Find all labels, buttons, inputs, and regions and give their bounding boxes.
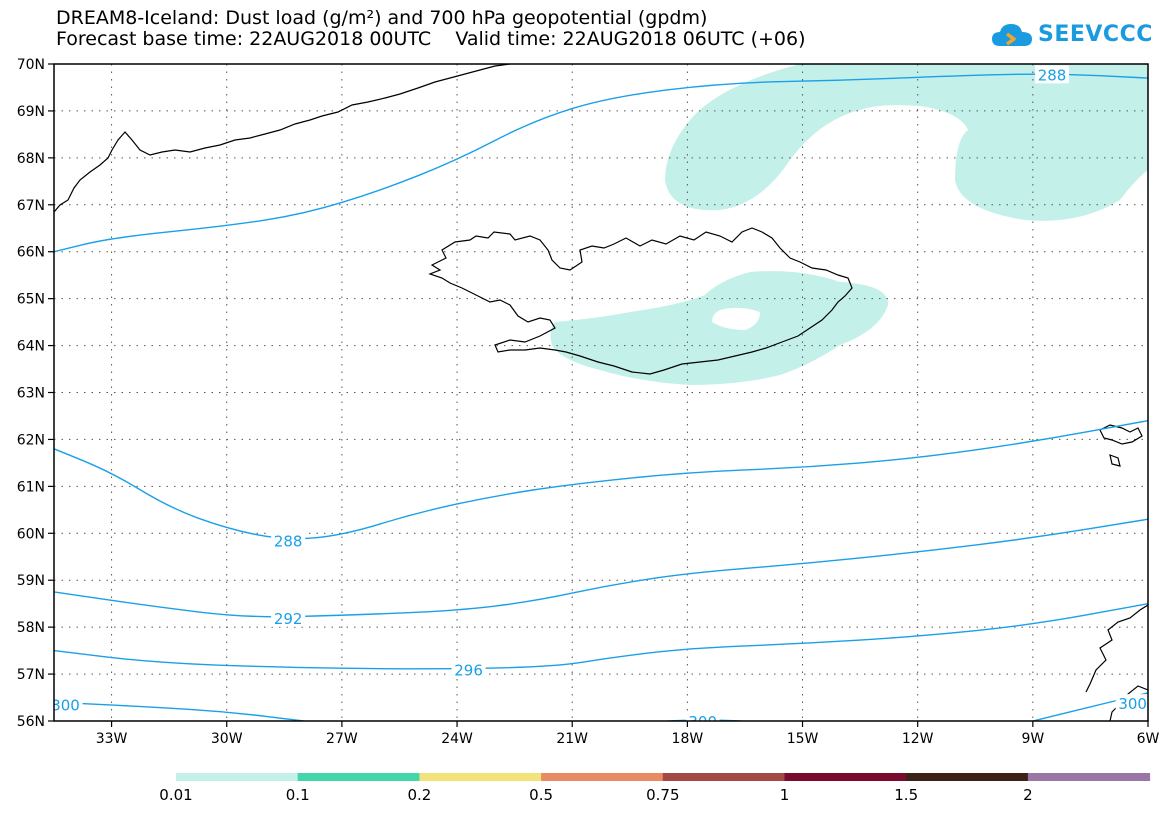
lat-tick-label: 67N: [17, 198, 45, 214]
contour-line-296: [54, 602, 1148, 670]
lon-tick-label: 30W: [211, 731, 243, 747]
lon-tick-label: 12W: [902, 731, 934, 747]
colorbar-label: 1.5: [894, 786, 918, 804]
contour-label-bg: [1035, 65, 1070, 84]
lon-tick-label: 9W: [1021, 731, 1044, 747]
contour-label: 300: [51, 697, 80, 715]
contour-label-bg: [271, 531, 306, 550]
colorbar-label: 2: [1023, 786, 1033, 804]
colorbar-label: 0.5: [529, 786, 553, 804]
lat-tick-label: 68N: [17, 151, 45, 167]
contour-label: 292: [274, 610, 303, 628]
contour-line-288: [54, 419, 1148, 540]
lon-tick-label: 6W: [1137, 731, 1160, 747]
colorbar-segment: [906, 773, 1029, 781]
lon-tick-label: 33W: [96, 731, 128, 747]
cloud-icon: [992, 24, 1032, 46]
dust-area-iceland: [550, 271, 889, 385]
lat-tick-label: 61N: [17, 479, 45, 495]
contour-label-bg: [54, 695, 83, 714]
colorbar-segment: [297, 773, 420, 781]
colorbar: 0.01 0.1 0.2 0.5 0.75 1 1.5 2: [159, 773, 1151, 804]
lon-tick-label: 27W: [326, 731, 358, 747]
axis-ticks: 33W 30W 27W 24W 21W 18W 15W 12W 9W 6W 70N 69N 68N 67N…: [17, 57, 1160, 747]
map-title: DREAM8-Iceland: Dust load (g/m²) and 700…: [56, 8, 806, 50]
contour-label: 288: [274, 532, 303, 550]
contour-line-288: [54, 73, 1148, 253]
geopotential-contours: 288 288 292 296 300 300 300: [51, 65, 1148, 731]
lat-tick-label: 58N: [17, 620, 45, 636]
contour-label-bg: [271, 608, 306, 627]
contour-label: 300: [1118, 695, 1147, 713]
contour-line-292: [54, 518, 1148, 618]
faroe-islands-coastline: [1099, 424, 1143, 467]
contour-label: 288: [1038, 66, 1067, 84]
lat-tick-label: 66N: [17, 245, 45, 261]
contour-label-bg: [685, 712, 720, 721]
seevccc-logo: SEEVCCC: [990, 20, 1153, 48]
lat-tick-label: 70N: [17, 57, 45, 73]
colorbar-segment: [662, 773, 785, 781]
colorbar-segment: [176, 773, 299, 781]
colorbar-label: 0.01: [159, 786, 192, 804]
dust-load-shading: [550, 64, 1148, 385]
contour-label: 300: [688, 713, 717, 731]
title-line-2: Forecast base time: 22AUG2018 00UTC Vali…: [56, 28, 806, 50]
lat-tick-label: 65N: [17, 292, 45, 308]
lat-tick-label: 59N: [17, 573, 45, 589]
lon-tick-label: 15W: [787, 731, 819, 747]
lat-tick-label: 60N: [17, 526, 45, 542]
colorbar-segment: [1027, 773, 1151, 781]
lat-tick-label: 64N: [17, 339, 45, 355]
clear-area-iceland: [712, 307, 760, 330]
logo-text: SEEVCCC: [1038, 21, 1153, 47]
colorbar-label: 0.2: [407, 786, 431, 804]
lat-tick-label: 69N: [17, 104, 45, 120]
colorbar-segment: [541, 773, 664, 781]
lon-tick-label: 18W: [672, 731, 704, 747]
contour-label-bg: [1115, 694, 1148, 713]
greenland-coastline: [54, 64, 511, 213]
lat-tick-label: 57N: [17, 667, 45, 683]
lon-tick-label: 24W: [441, 731, 473, 747]
lon-tick-label: 21W: [556, 731, 588, 747]
title-line-1: DREAM8-Iceland: Dust load (g/m²) and 700…: [56, 7, 708, 29]
lat-tick-label: 56N: [17, 714, 45, 730]
colorbar-segment: [419, 773, 542, 781]
colorbar-label: 0.1: [286, 786, 310, 804]
colorbar-label: 0.75: [646, 786, 679, 804]
contour-label-bg: [451, 660, 486, 679]
lat-tick-label: 63N: [17, 386, 45, 402]
contour-label: 296: [454, 661, 483, 679]
colorbar-segment: [784, 773, 907, 781]
iceland-coastline: [428, 227, 853, 375]
dust-area-north: [665, 64, 1148, 221]
colorbar-label: 1: [780, 786, 790, 804]
contour-line-300: [54, 701, 304, 721]
lat-tick-label: 62N: [17, 432, 45, 448]
